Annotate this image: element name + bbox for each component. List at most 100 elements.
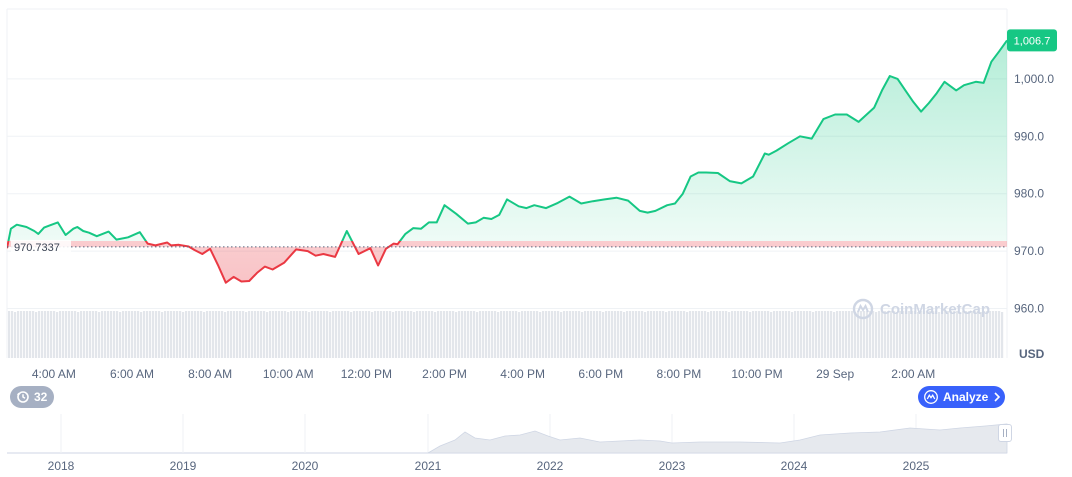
volume-bar	[527, 311, 530, 358]
x-tick-label: 8:00 AM	[188, 367, 232, 381]
volume-bar	[851, 311, 854, 358]
volume-bar	[395, 311, 398, 358]
volume-bar	[413, 312, 416, 358]
x-tick-label: 10:00 PM	[731, 367, 782, 381]
volume-bar	[47, 311, 50, 358]
volume-bar	[644, 312, 647, 358]
volume-bar	[476, 312, 479, 358]
volume-bar	[263, 311, 266, 358]
volume-bar	[956, 311, 959, 358]
volume-bar	[98, 312, 101, 358]
volume-bar	[11, 311, 14, 358]
analyze-button[interactable]: Analyze	[918, 386, 1005, 408]
x-tick-label: 4:00 AM	[32, 367, 76, 381]
volume-bar	[230, 311, 233, 358]
volume-bar	[245, 312, 248, 358]
volume-bar	[632, 311, 635, 358]
volume-bar	[545, 311, 548, 358]
volume-bar	[881, 311, 884, 358]
volume-bar	[203, 312, 206, 358]
overview-year-label: 2023	[659, 459, 686, 473]
volume-bar	[872, 311, 875, 358]
area-fill-up	[8, 40, 1007, 241]
volume-bar	[449, 311, 452, 358]
volume-bar	[665, 312, 668, 358]
volume-bar	[158, 311, 161, 358]
volume-bar	[758, 311, 761, 358]
volume-bar	[404, 311, 407, 358]
volume-bar	[473, 311, 476, 358]
volume-bar	[116, 311, 119, 358]
volume-bar	[800, 311, 803, 358]
volume-bar	[968, 311, 971, 358]
volume-bar	[170, 311, 173, 358]
last-price-tag	[1007, 29, 1057, 52]
analyze-chart-icon	[924, 390, 938, 404]
overview-year-label: 2020	[292, 459, 319, 473]
volume-bar	[794, 311, 797, 358]
volume-bar	[983, 311, 986, 358]
volume-bar	[914, 311, 917, 358]
volume-bar	[299, 311, 302, 358]
volume-bar	[434, 312, 437, 358]
x-tick-label: 2:00 AM	[891, 367, 935, 381]
volume-bar	[206, 311, 209, 358]
volume-bar	[80, 311, 83, 358]
volume-bar	[512, 311, 515, 358]
volume-bar	[233, 311, 236, 358]
volume-bar	[965, 311, 968, 358]
volume-bar	[269, 311, 272, 358]
volume-bar	[194, 311, 197, 358]
volume-bar	[701, 311, 704, 358]
volume-bar	[464, 311, 467, 358]
volume-bar	[362, 311, 365, 358]
volume-bar	[239, 311, 242, 358]
volume-bar	[827, 311, 830, 358]
history-button[interactable]: 32	[10, 386, 54, 408]
volume-bar	[29, 311, 32, 358]
volume-bar	[947, 311, 950, 358]
y-tick-label: 970.0	[1014, 244, 1044, 258]
volume-bar	[797, 311, 800, 358]
volume-bar	[371, 312, 374, 358]
volume-bar	[674, 311, 677, 358]
volume-bar	[950, 311, 953, 358]
volume-bar	[539, 312, 542, 358]
volume-bar	[122, 311, 125, 358]
volume-bar	[671, 311, 674, 358]
currency-label: USD	[1019, 347, 1045, 361]
y-tick-label: 1,000.0	[1014, 72, 1054, 86]
volume-bar	[557, 311, 560, 358]
volume-bar	[749, 312, 752, 358]
overview-year-label: 2025	[903, 459, 930, 473]
volume-bar	[227, 311, 230, 358]
volume-bar	[53, 311, 56, 358]
volume-bar	[389, 311, 392, 358]
volume-bar	[20, 311, 23, 358]
price-line-up	[7, 39, 1007, 241]
volume-bar	[419, 311, 422, 358]
volume-bar	[638, 311, 641, 358]
volume-bar	[443, 311, 446, 358]
volume-bar	[107, 311, 110, 358]
volume-bar	[401, 311, 404, 358]
analyze-label: Analyze	[943, 390, 989, 404]
volume-bar	[365, 311, 368, 358]
volume-bar	[725, 311, 728, 358]
volume-bar	[293, 311, 296, 358]
overview-navigator[interactable]: 2018 2019 2020 2021 2022 2023 2024 2025	[7, 414, 1008, 473]
volume-bar	[260, 311, 263, 358]
volume-bar	[815, 311, 818, 358]
volume-bar	[689, 311, 692, 358]
volume-bar	[560, 312, 563, 358]
volume-bar	[677, 311, 680, 358]
volume-bar	[710, 311, 713, 358]
navigator-handle[interactable]	[998, 424, 1012, 442]
volume-bar	[257, 311, 260, 358]
last-price-label: 1,006.7	[1014, 35, 1051, 47]
volume-bar	[650, 311, 653, 358]
volume-bar	[290, 311, 293, 358]
volume-bar	[683, 311, 686, 358]
coinmarketcap-logo-icon	[852, 298, 874, 320]
